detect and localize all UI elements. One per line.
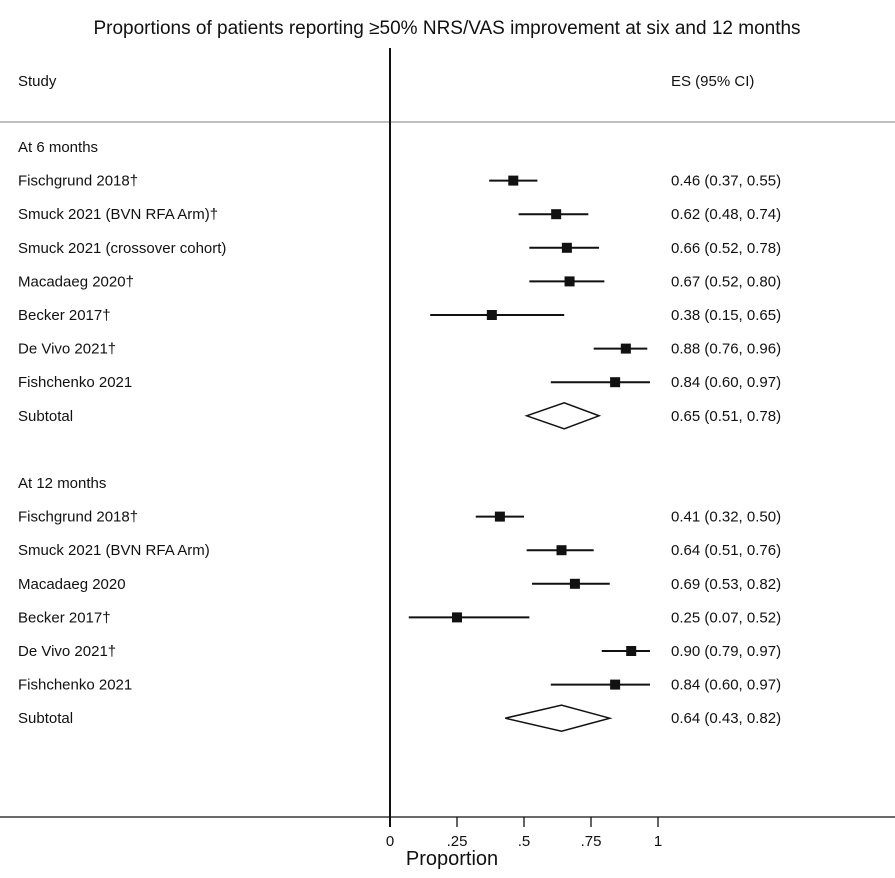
subtotal-label: Subtotal — [18, 710, 73, 727]
subtotal-diamond — [524, 402, 602, 430]
point-estimate-marker — [610, 679, 621, 690]
point-estimate-marker — [556, 545, 567, 556]
point-estimate-marker — [626, 646, 637, 656]
subtotal-label: Subtotal — [18, 408, 73, 425]
x-tick-label: .25 — [447, 833, 468, 850]
estimate-ci-text: 0.67 (0.52, 0.80) — [671, 273, 781, 290]
point-estimate-marker — [620, 343, 631, 354]
subtotal-diamond — [505, 704, 613, 732]
study-label: Fishchenko 2021 — [18, 374, 132, 391]
point-estimate-marker — [564, 276, 575, 287]
subtotal-ci-text: 0.64 (0.43, 0.82) — [671, 710, 781, 727]
estimate-ci-text: 0.41 (0.32, 0.50) — [671, 509, 781, 526]
x-tick-label: 1 — [654, 833, 662, 850]
estimate-ci-text: 0.66 (0.52, 0.78) — [671, 240, 781, 257]
x-axis-title: Proportion — [406, 848, 498, 870]
study-column-header: Study — [18, 73, 57, 90]
point-estimate-marker — [486, 310, 497, 320]
group-label: At 6 months — [18, 139, 98, 156]
x-tick-label: .5 — [518, 833, 531, 850]
estimate-ci-text: 0.46 (0.37, 0.55) — [671, 173, 781, 190]
study-label: Becker 2017† — [18, 609, 111, 626]
point-estimate-marker — [551, 209, 562, 220]
study-rows: At 6 months Fischgrund 2018† 0.46 (0.37, 0… — [18, 139, 781, 732]
study-label: Macadaeg 2020 — [18, 576, 126, 593]
subtotal-ci-text: 0.65 (0.51, 0.78) — [671, 408, 781, 425]
estimate-ci-text: 0.25 (0.07, 0.52) — [671, 609, 781, 626]
study-label: Smuck 2021 (BVN RFA Arm) — [18, 542, 210, 559]
chart-title: Proportions of patients reporting ≥50% N… — [93, 18, 800, 39]
estimate-ci-text: 0.69 (0.53, 0.82) — [671, 576, 781, 593]
point-estimate-marker — [494, 511, 505, 522]
x-axis: 0 .25 .5 .75 1 — [386, 817, 662, 850]
point-estimate-marker — [561, 242, 572, 253]
estimate-ci-text: 0.38 (0.15, 0.65) — [671, 307, 781, 324]
study-label: Fischgrund 2018† — [18, 173, 138, 190]
point-estimate-marker — [610, 377, 621, 388]
study-label: Fishchenko 2021 — [18, 677, 132, 694]
x-tick-label: .75 — [581, 833, 602, 850]
estimate-ci-text: 0.90 (0.79, 0.97) — [671, 643, 781, 660]
study-label: De Vivo 2021† — [18, 341, 116, 358]
study-label: Fischgrund 2018† — [18, 509, 138, 526]
x-tick-label: 0 — [386, 833, 394, 850]
point-estimate-marker — [508, 175, 519, 186]
point-estimate-marker — [569, 578, 580, 589]
estimate-ci-text: 0.64 (0.51, 0.76) — [671, 542, 781, 559]
study-label: Smuck 2021 (crossover cohort) — [18, 240, 226, 257]
estimate-column-header: ES (95% CI) — [671, 73, 754, 90]
estimate-ci-text: 0.84 (0.60, 0.97) — [671, 374, 781, 391]
estimate-ci-text: 0.62 (0.48, 0.74) — [671, 206, 781, 223]
estimate-ci-text: 0.88 (0.76, 0.96) — [671, 341, 781, 358]
study-label: Becker 2017† — [18, 307, 111, 324]
study-label: Smuck 2021 (BVN RFA Arm)† — [18, 206, 218, 223]
study-label: Macadaeg 2020† — [18, 273, 134, 290]
point-estimate-marker — [452, 612, 462, 623]
study-label: De Vivo 2021† — [18, 643, 116, 660]
group-label: At 12 months — [18, 475, 106, 492]
estimate-ci-text: 0.84 (0.60, 0.97) — [671, 677, 781, 694]
